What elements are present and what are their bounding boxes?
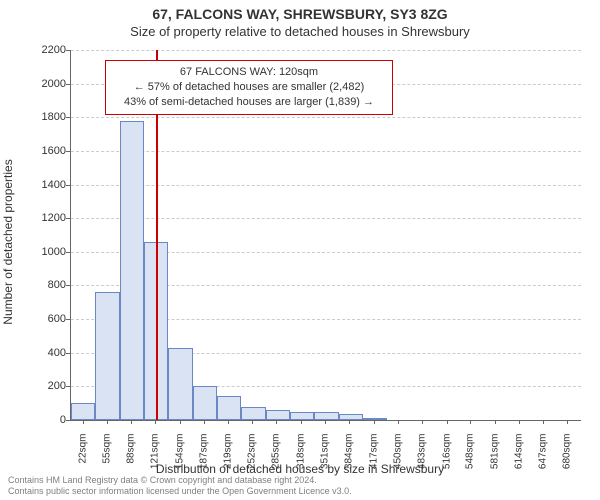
x-tick-mark (107, 420, 108, 424)
x-tick-mark (204, 420, 205, 424)
gridline (71, 218, 581, 219)
histogram-bar (217, 396, 241, 420)
y-tick-label: 800 (26, 279, 66, 291)
histogram-bar (168, 348, 192, 420)
y-tick-label: 2200 (26, 44, 66, 56)
x-tick-mark (495, 420, 496, 424)
histogram-bar (71, 403, 95, 420)
x-axis-label: Distribution of detached houses by size … (0, 462, 600, 476)
x-tick-mark (374, 420, 375, 424)
histogram-bar (193, 386, 217, 420)
x-tick-mark (131, 420, 132, 424)
x-tick-mark (470, 420, 471, 424)
histogram-bar (266, 410, 290, 420)
y-tick-label: 600 (26, 313, 66, 325)
x-tick-mark (155, 420, 156, 424)
histogram-bar (120, 121, 144, 420)
x-tick-mark (228, 420, 229, 424)
histogram-bar (241, 407, 265, 420)
x-tick-mark (543, 420, 544, 424)
y-tick-label: 1000 (26, 246, 66, 258)
callout-line-3: 43% of semi-detached houses are larger (… (114, 95, 384, 110)
chart-title-sub: Size of property relative to detached ho… (0, 24, 600, 39)
y-tick-label: 1800 (26, 111, 66, 123)
y-tick-label: 0 (26, 414, 66, 426)
x-tick-mark (83, 420, 84, 424)
y-tick-label: 400 (26, 347, 66, 359)
gridline (71, 50, 581, 51)
histogram-bar (95, 292, 119, 420)
x-tick-mark (252, 420, 253, 424)
y-tick-label: 1600 (26, 145, 66, 157)
y-tick-label: 1200 (26, 212, 66, 224)
x-tick-mark (180, 420, 181, 424)
x-tick-mark (349, 420, 350, 424)
x-tick-mark (447, 420, 448, 424)
y-axis-label: Number of detached properties (1, 159, 15, 324)
x-tick-mark (422, 420, 423, 424)
footer-line-2: Contains public sector information licen… (8, 486, 592, 497)
histogram-bar (290, 412, 314, 420)
footer-line-1: Contains HM Land Registry data © Crown c… (8, 475, 592, 486)
x-tick-mark (519, 420, 520, 424)
x-tick-mark (325, 420, 326, 424)
histogram-bar (314, 412, 338, 420)
callout-line-1: 67 FALCONS WAY: 120sqm (114, 65, 384, 80)
x-tick-mark (567, 420, 568, 424)
histogram-bar (339, 414, 363, 420)
footer-attribution: Contains HM Land Registry data © Crown c… (8, 475, 592, 497)
x-tick-mark (276, 420, 277, 424)
gridline (71, 117, 581, 118)
x-tick-mark (398, 420, 399, 424)
gridline (71, 185, 581, 186)
x-tick-mark (301, 420, 302, 424)
marker-callout-box: 67 FALCONS WAY: 120sqm ← 57% of detached… (105, 60, 393, 115)
y-tick-label: 1400 (26, 179, 66, 191)
y-tick-label: 200 (26, 380, 66, 392)
callout-line-2: ← 57% of detached houses are smaller (2,… (114, 80, 384, 95)
histogram-bar (363, 418, 387, 420)
chart-title-main: 67, FALCONS WAY, SHREWSBURY, SY3 8ZG (0, 6, 600, 22)
gridline (71, 151, 581, 152)
y-tick-label: 2000 (26, 78, 66, 90)
